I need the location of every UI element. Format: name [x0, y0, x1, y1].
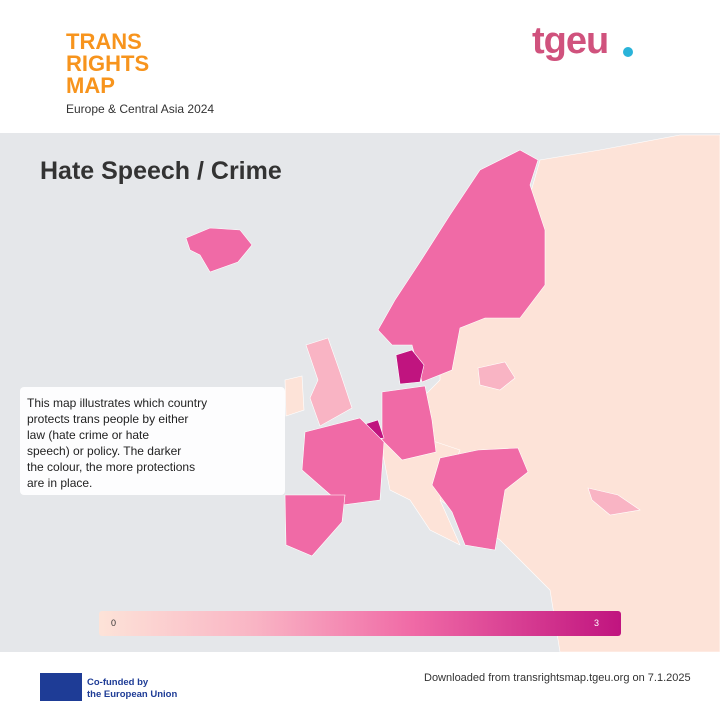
caucasus [587, 487, 641, 516]
map [0, 133, 720, 652]
eu-flag [40, 673, 82, 701]
logo-dot [623, 47, 633, 57]
map-title: Hate Speech / Crime [40, 157, 282, 185]
description-line: protects trans people by either [27, 412, 189, 426]
ireland [284, 375, 305, 417]
uk [305, 337, 353, 427]
description-line: speech) or policy. The darker [27, 444, 182, 458]
description-line: the colour, the more protections [27, 460, 196, 474]
description-line: law (hate crime or hate [27, 428, 150, 442]
description-line: are in place. [27, 476, 93, 490]
description-box: This map illustrates which country prote… [20, 387, 285, 495]
france [301, 417, 385, 506]
eu-line: the European Union [87, 689, 178, 700]
lithuania [477, 361, 516, 391]
description-line: This map illustrates which country [27, 396, 208, 410]
subtitle: Europe & Central Asia 2024 [66, 102, 215, 116]
eu-line: Co-funded by [87, 677, 149, 688]
balkans [431, 447, 529, 551]
legend-min: 0 [111, 618, 117, 628]
title-line: MAP [66, 73, 115, 98]
title-line: RIGHTS [66, 51, 150, 76]
legend-bar [99, 611, 621, 636]
download-note: Downloaded from transrightsmap.tgeu.org … [424, 672, 691, 684]
legend-max: 3 [594, 618, 600, 628]
denmark [395, 349, 425, 385]
iceland [185, 227, 253, 273]
iberia [284, 494, 346, 557]
title-line: TRANS [66, 29, 142, 54]
logo: tgeu [532, 20, 609, 62]
